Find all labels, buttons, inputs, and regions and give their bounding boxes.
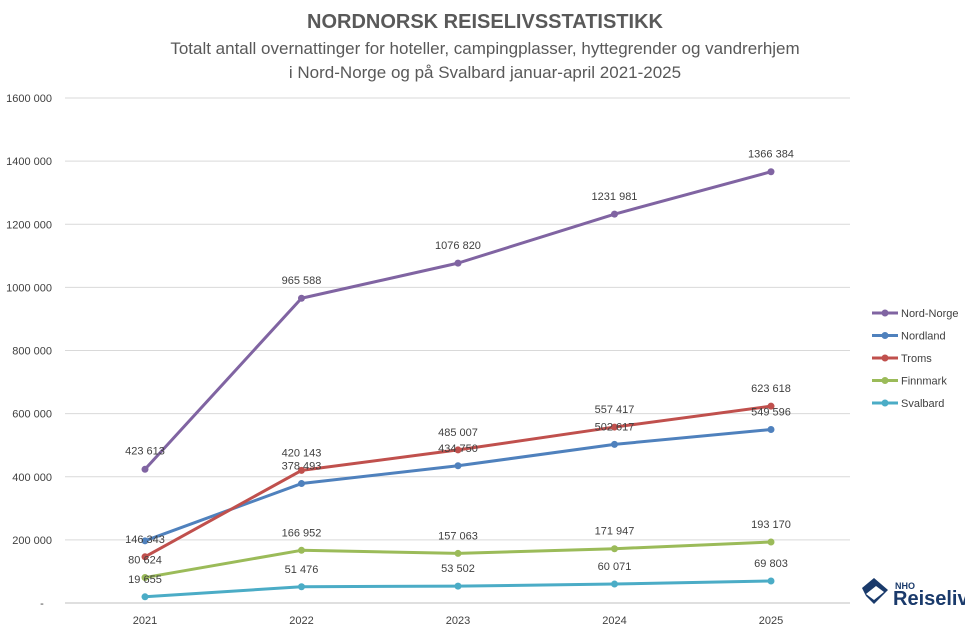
x-tick-label: 2024	[602, 615, 626, 627]
data-label: 1366 384	[748, 149, 794, 161]
legend-marker	[881, 399, 889, 407]
chart-subtitle-line2: i Nord-Norge og på Svalbard januar-april…	[289, 63, 681, 82]
x-tick-label: 2023	[446, 615, 470, 627]
data-point-finnmark	[141, 574, 149, 582]
data-point-nord-norge	[767, 168, 775, 176]
data-point-svalbard	[298, 583, 305, 591]
data-label: 80 624	[128, 555, 162, 567]
legend-marker	[881, 309, 889, 317]
y-tick-label: 1200 000	[6, 219, 52, 231]
data-label: 1076 820	[435, 240, 481, 252]
nho-logo-icon	[862, 578, 888, 604]
data-point-troms	[611, 423, 618, 431]
nho-logo: NHO Reiseliv	[862, 578, 965, 610]
data-point-svalbard	[611, 580, 618, 588]
data-point-nord-norge	[611, 210, 618, 218]
x-tick-label: 2021	[133, 615, 157, 627]
data-label: 434 750	[438, 443, 478, 455]
x-tick-label: 2025	[759, 615, 783, 627]
data-label: 423 613	[125, 445, 165, 457]
data-label: 193 170	[751, 519, 791, 531]
data-label: 1231 981	[592, 191, 638, 203]
data-label: 557 417	[595, 404, 635, 416]
data-labels: 423 613 965 588 1076 820 1231 981 1366 384 37…	[125, 149, 794, 586]
data-point-troms	[141, 553, 149, 561]
data-label: 965 588	[282, 275, 322, 287]
data-point-finnmark	[611, 545, 618, 553]
x-tick-label: 2022	[289, 615, 313, 627]
y-tick-label: 400 000	[12, 472, 52, 484]
data-point-troms	[454, 446, 462, 454]
data-point-svalbard	[454, 582, 462, 590]
legend-marker	[881, 354, 889, 362]
data-label: 53 502	[441, 563, 475, 575]
data-point-nordland	[298, 480, 305, 488]
data-label: 378 493	[282, 461, 322, 473]
logo-text: Reiseliv	[893, 588, 965, 610]
legend-label: Troms	[901, 353, 932, 365]
data-point-svalbard	[141, 593, 149, 601]
chart-subtitle-line1: Totalt antall overnattinger for hoteller…	[170, 39, 799, 58]
legend-label: Nordland	[901, 331, 946, 343]
data-point-troms	[298, 466, 305, 474]
data-point-nord-norge	[298, 294, 305, 302]
data-point-nord-norge	[141, 465, 149, 473]
legend-marker	[881, 332, 889, 339]
legend-label: Svalbard	[901, 398, 944, 410]
data-label: 157 063	[438, 530, 478, 542]
logo-small-text: NHO	[895, 581, 915, 591]
y-tick-label: 800 000	[12, 346, 52, 358]
y-tick-label: -	[40, 598, 44, 610]
data-label: 146 343	[125, 534, 165, 546]
data-label: 171 947	[595, 526, 635, 538]
x-axis-ticks: 2021 2022 2023 2024 2025	[133, 615, 783, 627]
y-tick-label: 1000 000	[6, 282, 52, 294]
data-label: 166 952	[282, 527, 322, 539]
data-point-nordland	[611, 440, 618, 448]
data-point-nordland	[141, 537, 149, 545]
legend-marker	[881, 377, 889, 384]
data-point-svalbard	[767, 577, 775, 585]
data-point-finnmark	[767, 538, 775, 546]
data-point-finnmark	[454, 549, 462, 557]
data-point-nordland	[767, 426, 775, 434]
chart-title: NORDNORSK REISELIVSSTATISTIKK	[307, 11, 664, 33]
data-label: 60 071	[598, 561, 632, 573]
legend: Nord-Norge Nordland Troms Finnmark Svalbard	[872, 308, 958, 410]
y-axis-ticks: - 200 000 400 000 600 000 800 000 1000 000 120…	[6, 93, 52, 610]
y-tick-label: 200 000	[12, 535, 52, 547]
y-tick-label: 1600 000	[6, 93, 52, 105]
data-point-troms	[767, 402, 775, 410]
legend-label: Nord-Norge	[901, 308, 958, 320]
series-line-nord-norge	[143, 170, 772, 471]
data-label: 420 143	[282, 447, 322, 459]
legend-label: Finnmark	[901, 376, 947, 388]
y-tick-label: 1400 000	[6, 156, 52, 168]
data-label: 19 655	[128, 574, 162, 586]
data-label: 623 618	[751, 383, 791, 395]
data-point-nord-norge	[454, 259, 462, 267]
data-point-nordland	[454, 462, 462, 470]
y-tick-label: 600 000	[12, 409, 52, 421]
data-label: 69 803	[754, 558, 788, 570]
series-points	[141, 168, 775, 601]
data-label: 502 617	[595, 421, 635, 433]
data-point-finnmark	[298, 546, 305, 554]
data-label: 549 596	[751, 407, 791, 419]
data-label: 51 476	[285, 564, 319, 576]
data-label: 485 007	[438, 427, 478, 439]
